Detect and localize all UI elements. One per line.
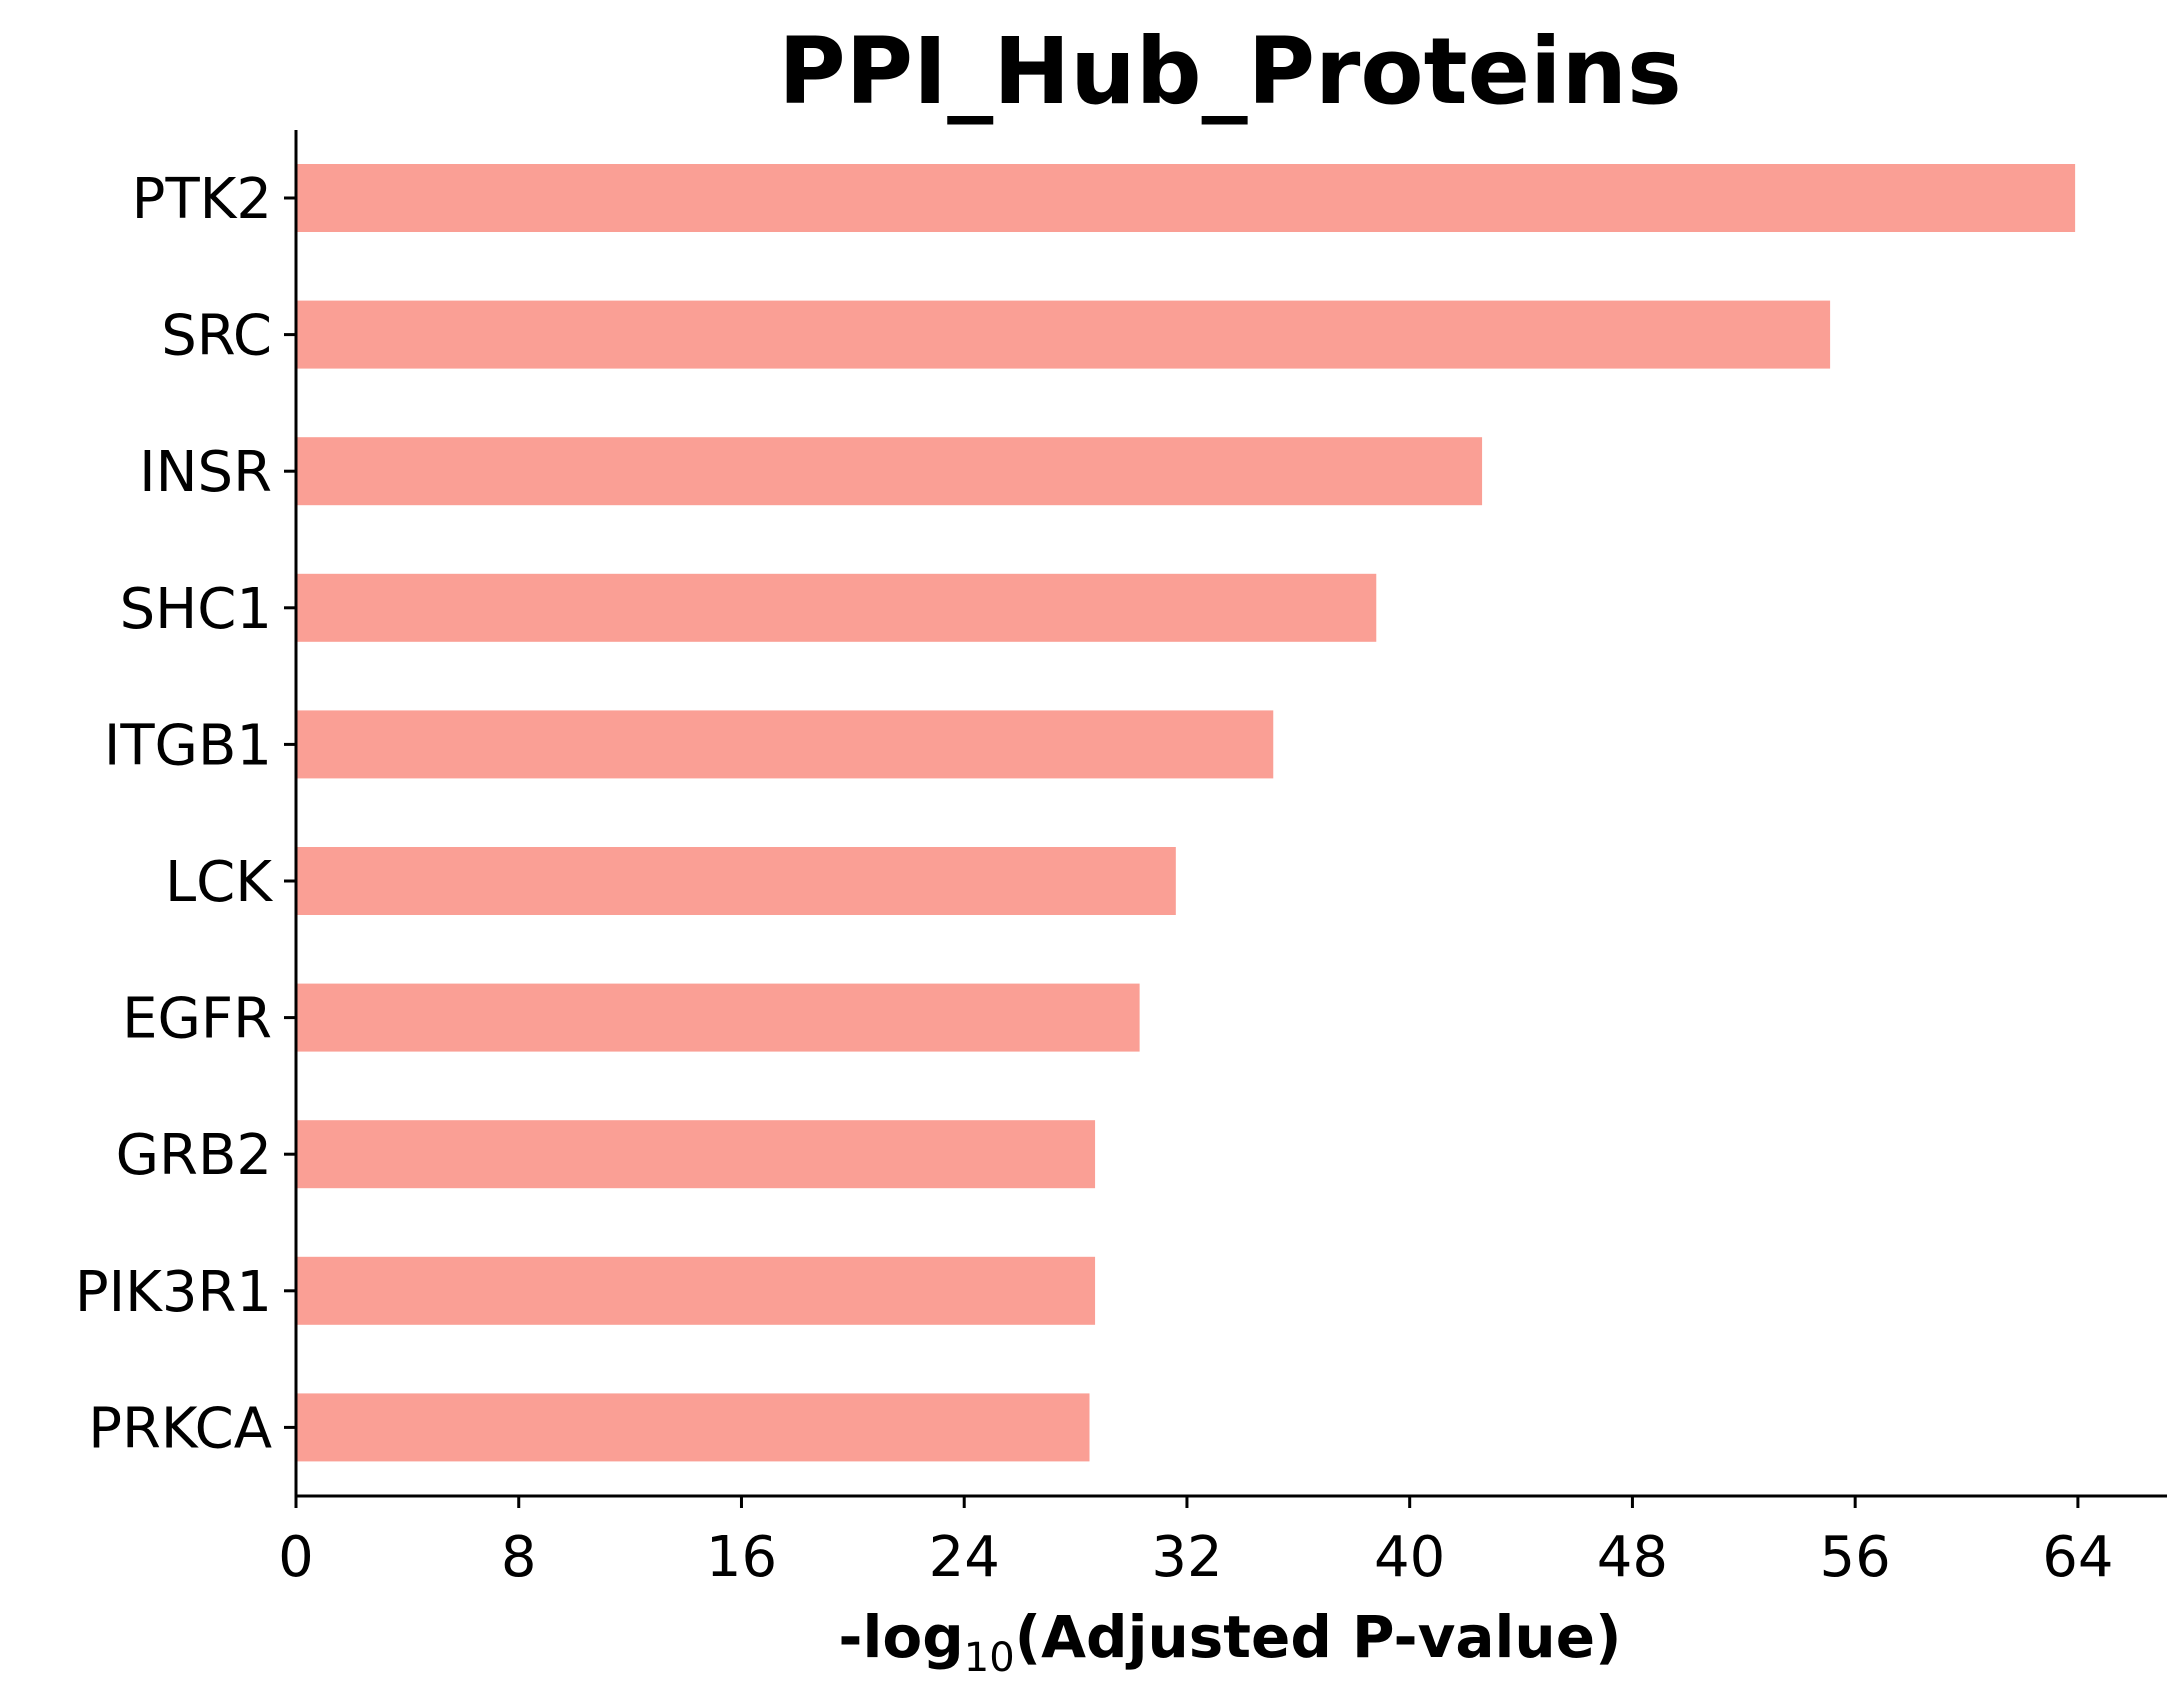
y-tick-label-insr: INSR (139, 440, 272, 505)
bar-insr (296, 437, 1483, 506)
bar-pik3r1 (296, 1256, 1096, 1325)
y-tick-label-prkca: PRKCA (88, 1396, 272, 1461)
bar-shc1 (296, 573, 1377, 642)
y-tick-label-lck: LCK (165, 850, 273, 915)
y-tick-label-src: SRC (161, 304, 272, 369)
bar-itgb1 (296, 710, 1274, 779)
y-tick-label-shc1: SHC1 (120, 577, 272, 642)
x-tick-label-64: 64 (2042, 1525, 2113, 1590)
x-axis-label: -log10(Adjusted P-value) (838, 1603, 1621, 1681)
bar-lck (296, 847, 1176, 915)
x-tick-label-16: 16 (706, 1525, 777, 1590)
x-tick-label-0: 0 (278, 1525, 314, 1590)
y-axis: PTK2 SRC INSR SHC1 ITGB1 LCK EGFR GRB2 PIK3R1 PRK… (75, 130, 298, 1496)
x-tick-label-32: 32 (1151, 1525, 1222, 1590)
y-tick-label-pik3r1: PIK3R1 (75, 1260, 272, 1325)
bar-ptk2 (296, 164, 2076, 232)
chart-title: PPI_Hub_Proteins (778, 18, 1682, 125)
y-tick-label-ptk2: PTK2 (132, 167, 272, 232)
x-axis: 0 8 16 24 32 40 48 56 64 (278, 1494, 2167, 1590)
x-tick-label-48: 48 (1597, 1525, 1668, 1590)
y-tick-label-grb2: GRB2 (116, 1123, 272, 1188)
x-axis-label-subscript: 10 (964, 1635, 1015, 1681)
x-axis-label-suffix: (Adjusted P-value) (1015, 1603, 1622, 1671)
bars-group (296, 164, 2076, 1462)
y-tick-label-itgb1: ITGB1 (104, 713, 272, 778)
x-axis-label-prefix: -log (838, 1603, 963, 1671)
x-tick-label-56: 56 (1820, 1525, 1891, 1590)
y-tick-label-egfr: EGFR (122, 987, 272, 1052)
x-tick-label-24: 24 (929, 1525, 1000, 1590)
bar-prkca (296, 1393, 1090, 1462)
bar-grb2 (296, 1120, 1096, 1189)
x-tick-label-40: 40 (1374, 1525, 1445, 1590)
x-tick-label-8: 8 (501, 1525, 537, 1590)
bar-egfr (296, 983, 1140, 1052)
bar-src (296, 300, 1831, 369)
